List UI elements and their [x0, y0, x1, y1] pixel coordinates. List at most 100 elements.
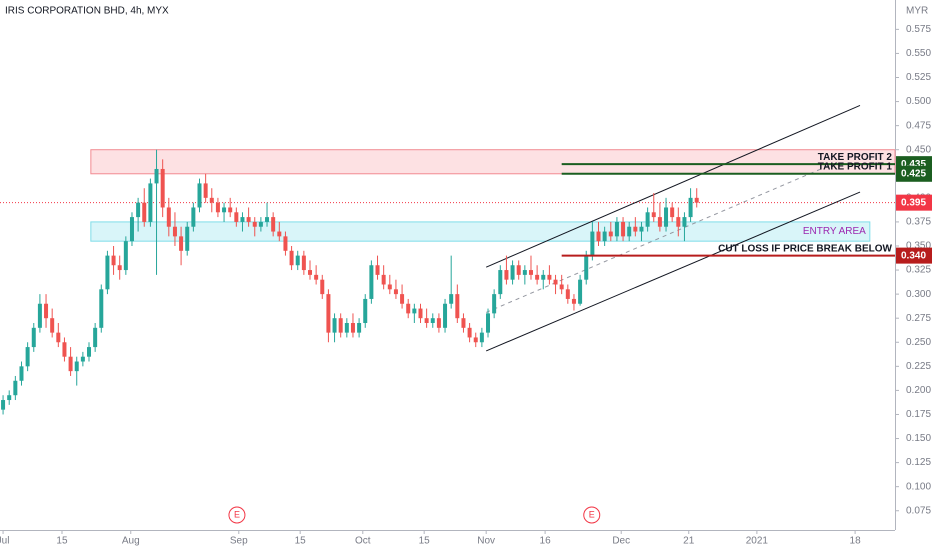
candle-body [228, 207, 233, 213]
x-tick-label: Oct [355, 536, 371, 547]
candle-body [664, 207, 669, 227]
price-tag [896, 247, 932, 264]
candle-body [7, 395, 12, 401]
candle-body [682, 217, 687, 227]
candle-body [510, 265, 515, 280]
candle-body [117, 265, 122, 271]
candle-body [645, 212, 650, 227]
y-tick-label: 0.250 [906, 337, 931, 348]
event-label: E [234, 509, 240, 519]
y-tick-label: 0.550 [906, 48, 931, 59]
candle-body [596, 231, 601, 242]
y-tick-label: 0.325 [906, 265, 931, 276]
candle-body [136, 202, 141, 218]
candle-body [535, 274, 540, 280]
candle-body [381, 274, 386, 285]
price-tag [896, 165, 932, 182]
candle-body [179, 236, 184, 251]
y-tick-label: 0.175 [906, 409, 931, 420]
y-tick-label: 0.125 [906, 457, 931, 468]
candle-body [13, 380, 18, 396]
candle-body [1, 400, 6, 410]
event-marker [583, 506, 601, 524]
candle-body [68, 356, 73, 372]
candle-body [240, 217, 245, 222]
candle-body [271, 217, 276, 232]
x-tick-label: 21 [683, 536, 695, 547]
candle-body [215, 202, 220, 213]
candle-body [492, 294, 497, 314]
candle-body [350, 323, 355, 333]
candle-body [547, 274, 552, 280]
candle-body [289, 250, 294, 266]
candle-body [614, 221, 619, 237]
candle-body [258, 221, 263, 227]
candle-body [129, 217, 134, 242]
candle-body [166, 207, 171, 227]
y-tick-label: 0.225 [906, 361, 931, 372]
candle-body [277, 231, 282, 237]
candle-body [387, 284, 392, 290]
candle-body [185, 226, 190, 251]
zone-label: ENTRY AREA [803, 226, 866, 237]
candle-body [424, 318, 429, 324]
y-tick-label: 0.200 [906, 385, 931, 396]
candle-body [62, 342, 67, 357]
zone [90, 221, 871, 242]
candle-body [486, 313, 491, 333]
candle-body [338, 318, 343, 333]
x-tick-label: 16 [540, 536, 552, 547]
candle-body [37, 303, 42, 328]
candle-body [608, 231, 613, 237]
y-tick-label: 0.150 [906, 433, 931, 444]
candle-body [553, 279, 558, 285]
candle-body [246, 217, 251, 222]
candle-body [74, 361, 79, 372]
y-tick-label: 0.275 [906, 313, 931, 324]
candle-body [99, 289, 104, 328]
candle-body [301, 255, 306, 271]
candle-body [265, 217, 270, 222]
candle-body [627, 226, 632, 237]
y-tick-label: 0.500 [906, 96, 931, 107]
y-tick-label: 0.300 [906, 289, 931, 300]
candle-body [479, 332, 484, 343]
x-tick-label: Nov [477, 536, 495, 547]
candle-body [571, 298, 576, 304]
candle-body [160, 168, 165, 208]
candle-body [326, 294, 331, 333]
level-name: TAKE PROFIT 1 [818, 161, 893, 172]
candle-body [590, 231, 595, 256]
candle-body [25, 347, 30, 367]
x-tick-label: 18 [850, 536, 862, 547]
candle-body [516, 265, 521, 275]
candle-body [528, 270, 533, 275]
price-tag-label: 0.395 [901, 197, 926, 208]
price-tag-label: 0.435 [901, 159, 926, 170]
candle-body [449, 294, 454, 304]
y-tick-label: 0.475 [906, 120, 931, 131]
level-name: CUT LOSS IF PRICE BREAK BELOW [718, 243, 892, 254]
candle-body [332, 318, 337, 333]
candle-body [31, 327, 36, 348]
candle-body [578, 279, 583, 304]
trend-line [485, 164, 831, 313]
candle-body [473, 337, 478, 343]
candle-body [295, 255, 300, 266]
candle-body [584, 255, 589, 280]
candle-body [375, 265, 380, 275]
price-tag-label: 0.340 [901, 250, 926, 261]
candle-body [154, 168, 159, 184]
candle-body [111, 255, 116, 266]
candle-body [222, 207, 227, 213]
candle-body [418, 308, 423, 319]
candle-body [172, 226, 177, 237]
candle-body [191, 207, 196, 227]
candle-body [252, 221, 257, 227]
y-tick-label: 0.075 [906, 505, 931, 516]
candle-body [357, 323, 362, 333]
candle-body [307, 270, 312, 275]
